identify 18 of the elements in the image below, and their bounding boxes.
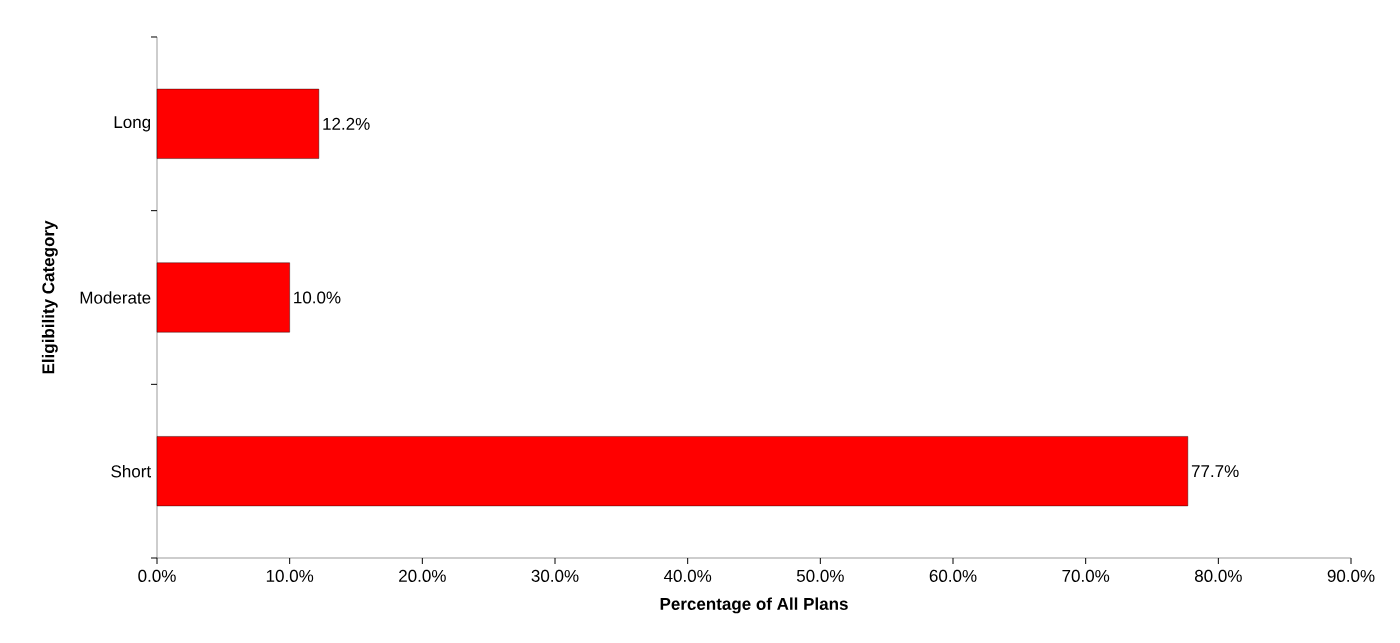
- x-tick-label: 60.0%: [929, 569, 977, 582]
- x-tick-label: 0.0%: [138, 569, 176, 582]
- x-tick-label: 40.0%: [663, 569, 712, 582]
- data-label: 77.7%: [1191, 465, 1239, 478]
- x-tick-label: 10.0%: [266, 569, 314, 582]
- x-axis-title: Percentage of All Plans: [660, 597, 848, 614]
- y-tick-label: Moderate: [80, 291, 151, 304]
- y-tick-label: Short: [111, 464, 151, 478]
- x-tick-label: 70.0%: [1062, 569, 1110, 582]
- y-tick-label: Long: [114, 116, 151, 132]
- x-tick-label: 20.0%: [399, 569, 446, 582]
- x-tick-label: 50.0%: [796, 569, 844, 582]
- data-label: 10.0%: [294, 291, 341, 304]
- x-tick-label: 30.0%: [531, 569, 579, 582]
- data-label: 12.2%: [323, 117, 370, 130]
- y-axis-title: Eligibility Category: [41, 220, 58, 374]
- x-tick-label: 90.0%: [1327, 569, 1375, 582]
- x-tick-label: 80.0%: [1194, 569, 1242, 582]
